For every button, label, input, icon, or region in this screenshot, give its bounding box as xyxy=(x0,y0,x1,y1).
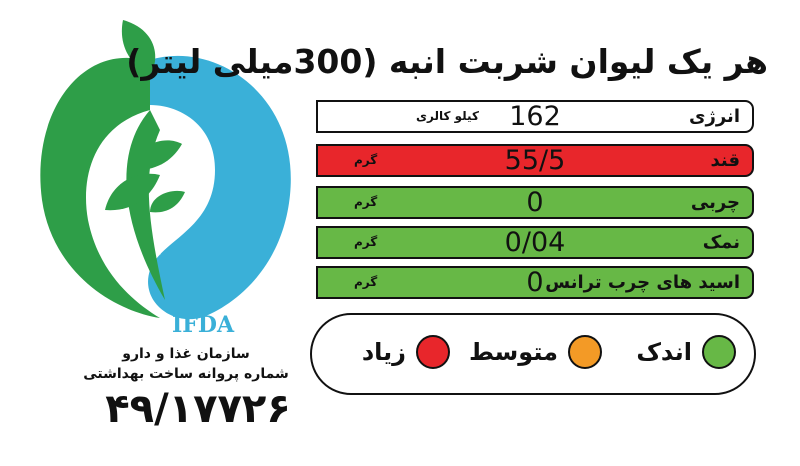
green-dot-icon xyxy=(702,335,736,369)
legend-low-label: اندک xyxy=(636,338,692,366)
fat-value: 0 xyxy=(526,187,544,218)
permit-caption: شماره پروانه ساخت بهداشتی xyxy=(83,366,289,382)
org-name: سازمان غذا و دارو xyxy=(122,346,250,362)
trans-fat-unit: گرم xyxy=(354,275,378,289)
energy-unit: کیلو کالری xyxy=(416,109,479,123)
sugar-row: قند 55/5 گرم xyxy=(316,144,754,177)
salt-value: 0/04 xyxy=(504,227,566,258)
permit-number: ۴۹/۱۷۷۲۶ xyxy=(105,386,291,432)
salt-label: نمک xyxy=(702,232,740,253)
traffic-light-legend: زیاد متوسط اندک xyxy=(310,313,756,395)
trans-fat-row: اسید های چرب ترانس 0 گرم xyxy=(316,266,754,299)
ifda-logo-icon xyxy=(40,20,291,320)
sugar-unit: گرم xyxy=(354,153,378,167)
legend-medium-label: متوسط xyxy=(468,338,558,366)
legend-low: اندک xyxy=(612,335,736,373)
fat-unit: گرم xyxy=(354,195,378,209)
sugar-label: قند xyxy=(710,150,740,171)
legend-high-label: زیاد xyxy=(361,338,406,366)
legend-high: زیاد xyxy=(330,335,450,373)
legend-medium: متوسط xyxy=(462,335,602,373)
red-dot-icon xyxy=(416,335,450,369)
fat-label: چربی xyxy=(690,192,740,213)
sugar-value: 55/5 xyxy=(504,145,566,176)
ifda-abbreviation: IFDA xyxy=(172,312,235,338)
trans-fat-label: اسید های چرب ترانس xyxy=(545,272,740,293)
salt-row: نمک 0/04 گرم xyxy=(316,226,754,259)
salt-unit: گرم xyxy=(354,235,378,249)
energy-row: انرژی 162 کیلو کالری xyxy=(316,100,754,133)
energy-label: انرژی xyxy=(689,106,740,127)
trans-fat-value: 0 xyxy=(526,267,544,298)
orange-dot-icon xyxy=(568,335,602,369)
product-title: هر یک لیوان شربت انبه (300میلی لیتر) xyxy=(126,42,768,81)
fat-row: چربی 0 گرم xyxy=(316,186,754,219)
energy-value: 162 xyxy=(509,101,561,132)
